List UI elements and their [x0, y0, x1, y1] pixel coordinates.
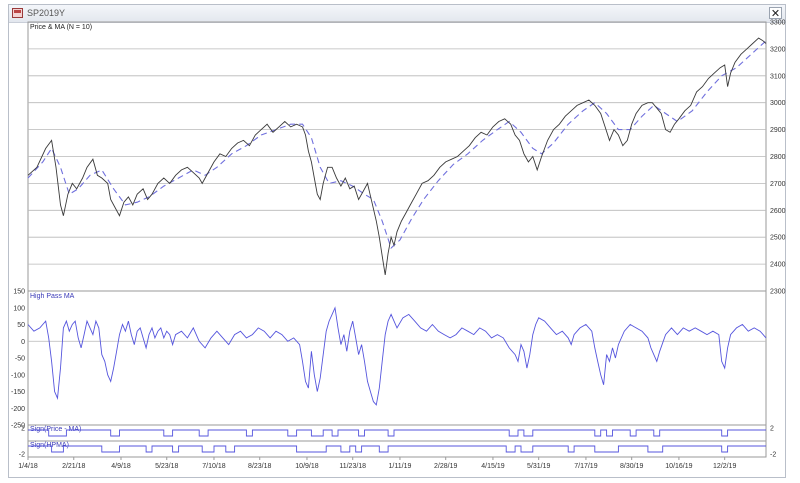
x-tick-label: 4/9/18	[111, 463, 131, 470]
x-tick-label: 7/10/18	[202, 463, 225, 470]
hpma-y-tick-label: -150	[11, 389, 25, 396]
moving-average-series	[27, 40, 767, 249]
hpma-y-tick-label: 0	[21, 339, 25, 346]
hpma-series	[27, 306, 767, 406]
sign-y-tick-label-right: 2	[770, 426, 774, 433]
x-tick-label: 7/17/19	[574, 463, 597, 470]
x-tick-label: 5/31/19	[527, 463, 550, 470]
hpma-y-tick-label: 150	[13, 289, 25, 296]
sign-price-panel-title: Sign(Price - MA)	[30, 426, 81, 433]
price-y-tick-label: 2400	[770, 262, 786, 269]
hpma-y-tick-label: 100	[13, 305, 25, 312]
x-tick-label: 8/30/19	[620, 463, 643, 470]
x-tick-label: 2/21/18	[62, 463, 85, 470]
x-tick-label: 10/9/18	[295, 463, 318, 470]
x-tick-label: 8/23/18	[248, 463, 271, 470]
sign-price-series	[28, 429, 766, 437]
sign-y-tick-label-right: -2	[770, 452, 776, 459]
x-tick-label: 1/11/19	[389, 463, 412, 470]
x-tick-label: 5/23/18	[155, 463, 178, 470]
price-y-tick-label: 2300	[770, 289, 786, 296]
price-y-tick-label: 3300	[770, 20, 786, 27]
price-y-tick-label: 3100	[770, 73, 786, 80]
hpma-y-tick-label: -250	[11, 423, 25, 430]
price-y-tick-label: 2500	[770, 235, 786, 242]
window-title: SP2019Y	[27, 8, 66, 18]
price-y-tick-label: 3000	[770, 100, 786, 107]
x-tick-label: 10/16/19	[665, 463, 692, 470]
x-tick-label: 1/4/18	[18, 463, 38, 470]
hpma-y-tick-label: -100	[11, 372, 25, 379]
sign-y-tick-label: -2	[19, 452, 25, 459]
sign-hpma-series	[28, 445, 766, 453]
hpma-panel-title: High Pass MA	[30, 293, 75, 300]
x-tick-label: 2/28/19	[434, 463, 457, 470]
hpma-y-tick-label: 50	[17, 322, 25, 329]
price-y-tick-label: 2800	[770, 154, 786, 161]
hpma-y-tick-label: -50	[15, 356, 25, 363]
price-panel-title: Price & MA (N = 10)	[30, 24, 92, 31]
close-button[interactable]: ✕	[769, 7, 782, 20]
hpma-y-tick-label: -200	[11, 406, 25, 413]
sign-price-panel-frame	[27, 424, 767, 442]
sign-hpma-panel-title: Sign(HPMA)	[30, 442, 69, 449]
sign-hpma-panel-frame	[27, 440, 767, 458]
chart-window: SP2019Y ✕	[8, 4, 786, 478]
sign-y-tick-label: 2	[21, 426, 25, 433]
x-tick-label: 11/23/18	[339, 463, 366, 470]
price-y-tick-label: 2600	[770, 208, 786, 215]
price-y-tick-label: 2700	[770, 181, 786, 188]
chart-window-icon	[12, 8, 23, 18]
price-y-tick-label: 3200	[770, 46, 786, 53]
price-y-tick-label: 2900	[770, 127, 786, 134]
x-tick-label: 4/15/19	[481, 463, 504, 470]
x-tick-label: 12/2/19	[713, 463, 736, 470]
price-series	[27, 37, 767, 275]
